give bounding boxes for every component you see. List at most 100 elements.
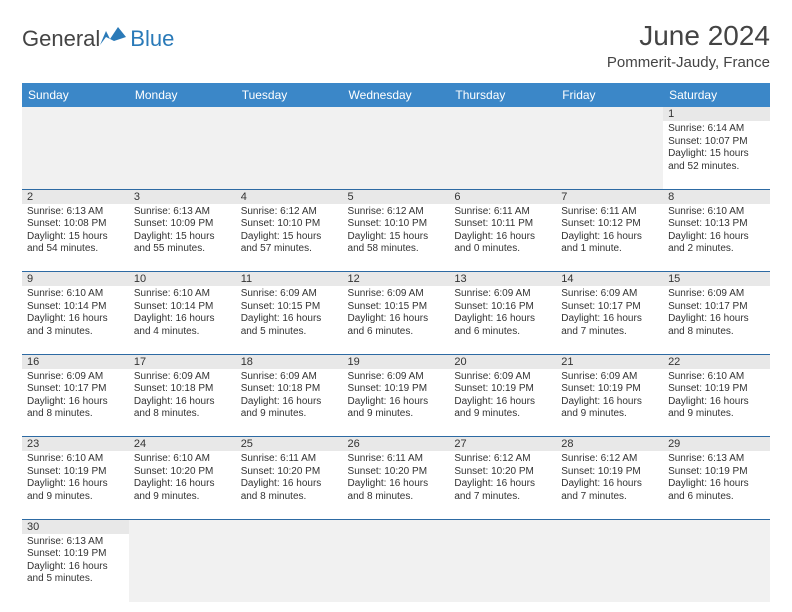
day-content-cell: Sunrise: 6:10 AMSunset: 10:19 PMDaylight… xyxy=(22,451,129,519)
cell-sunset: Sunset: 10:07 PM xyxy=(668,136,765,149)
cell-daylight1: Daylight: 16 hours xyxy=(561,396,658,409)
day-content-cell: Sunrise: 6:10 AMSunset: 10:14 PMDaylight… xyxy=(22,286,129,354)
cell-daylight2: and 9 minutes. xyxy=(454,408,551,421)
day-number-cell xyxy=(556,107,663,121)
day-content-cell xyxy=(449,534,556,602)
cell-sunrise: Sunrise: 6:09 AM xyxy=(454,371,551,384)
day-content-cell: Sunrise: 6:09 AMSunset: 10:19 PMDaylight… xyxy=(556,369,663,437)
day-content-cell: Sunrise: 6:14 AMSunset: 10:07 PMDaylight… xyxy=(663,121,770,189)
cell-sunset: Sunset: 10:15 PM xyxy=(348,301,445,314)
cell-daylight1: Daylight: 16 hours xyxy=(27,478,124,491)
day-content-row: Sunrise: 6:13 AMSunset: 10:08 PMDaylight… xyxy=(22,204,770,272)
day-content-cell: Sunrise: 6:12 AMSunset: 10:19 PMDaylight… xyxy=(556,451,663,519)
cell-sunrise: Sunrise: 6:12 AM xyxy=(241,206,338,219)
cell-daylight2: and 6 minutes. xyxy=(348,326,445,339)
cell-sunrise: Sunrise: 6:09 AM xyxy=(668,288,765,301)
cell-daylight1: Daylight: 16 hours xyxy=(668,313,765,326)
cell-daylight2: and 58 minutes. xyxy=(348,243,445,256)
day-number-cell: 26 xyxy=(343,437,450,452)
day-number-cell: 18 xyxy=(236,354,343,369)
cell-sunset: Sunset: 10:09 PM xyxy=(134,218,231,231)
day-content-cell: Sunrise: 6:13 AMSunset: 10:09 PMDaylight… xyxy=(129,204,236,272)
cell-daylight2: and 55 minutes. xyxy=(134,243,231,256)
logo-text-general: General xyxy=(22,26,100,52)
cell-daylight1: Daylight: 15 hours xyxy=(668,148,765,161)
cell-daylight1: Daylight: 16 hours xyxy=(561,313,658,326)
day-number-cell: 16 xyxy=(22,354,129,369)
page-header: General Blue June 2024 Pommerit-Jaudy, F… xyxy=(22,20,770,71)
day-content-cell xyxy=(236,534,343,602)
cell-daylight1: Daylight: 16 hours xyxy=(454,396,551,409)
day-content-cell: Sunrise: 6:12 AMSunset: 10:10 PMDaylight… xyxy=(236,204,343,272)
day-content-cell: Sunrise: 6:10 AMSunset: 10:14 PMDaylight… xyxy=(129,286,236,354)
day-number-cell: 5 xyxy=(343,189,450,204)
cell-sunrise: Sunrise: 6:11 AM xyxy=(561,206,658,219)
cell-daylight2: and 8 minutes. xyxy=(348,491,445,504)
cell-daylight2: and 4 minutes. xyxy=(134,326,231,339)
day-number-cell: 4 xyxy=(236,189,343,204)
cell-sunset: Sunset: 10:14 PM xyxy=(134,301,231,314)
day-number-cell xyxy=(236,519,343,534)
cell-daylight1: Daylight: 16 hours xyxy=(241,396,338,409)
daynum-row: 23242526272829 xyxy=(22,437,770,452)
day-content-cell xyxy=(129,121,236,189)
day-number-cell xyxy=(556,519,663,534)
header-right: June 2024 Pommerit-Jaudy, France xyxy=(607,20,770,71)
day-number-cell: 21 xyxy=(556,354,663,369)
cell-sunset: Sunset: 10:19 PM xyxy=(27,548,124,561)
day-content-cell: Sunrise: 6:10 AMSunset: 10:13 PMDaylight… xyxy=(663,204,770,272)
cell-daylight2: and 6 minutes. xyxy=(668,491,765,504)
cell-daylight2: and 5 minutes. xyxy=(241,326,338,339)
page-title: June 2024 xyxy=(607,20,770,52)
cell-sunset: Sunset: 10:19 PM xyxy=(348,383,445,396)
cell-daylight2: and 6 minutes. xyxy=(454,326,551,339)
day-content-cell: Sunrise: 6:09 AMSunset: 10:16 PMDaylight… xyxy=(449,286,556,354)
day-number-cell: 3 xyxy=(129,189,236,204)
cell-sunset: Sunset: 10:19 PM xyxy=(561,466,658,479)
day-content-row: Sunrise: 6:09 AM Sunset: 10:17 PM Daylight… xyxy=(22,369,770,437)
day-content-cell: Sunrise: 6:10 AMSunset: 10:19 PMDaylight… xyxy=(663,369,770,437)
day-number-cell xyxy=(343,519,450,534)
cell-daylight2: and 54 minutes. xyxy=(27,243,124,256)
day-content-cell xyxy=(236,121,343,189)
day-content-row: Sunrise: 6:13 AMSunset: 10:19 PMDaylight… xyxy=(22,534,770,602)
day-content-cell: Sunrise: 6:09 AMSunset: 10:19 PMDaylight… xyxy=(449,369,556,437)
day-number-cell xyxy=(449,107,556,121)
day-number-cell xyxy=(449,519,556,534)
day-number-cell: 23 xyxy=(22,437,129,452)
cell-sunset: Sunset: 10:18 PM xyxy=(241,383,338,396)
day-content-cell: Sunrise: 6:09 AMSunset: 10:19 PMDaylight… xyxy=(343,369,450,437)
cell-daylight2: and 2 minutes. xyxy=(668,243,765,256)
day-content-cell: Sunrise: 6:09 AMSunset: 10:15 PMDaylight… xyxy=(343,286,450,354)
logo: General Blue xyxy=(22,20,174,52)
day-number-cell: 7 xyxy=(556,189,663,204)
cell-daylight1: Daylight: 16 hours xyxy=(668,478,765,491)
cell-sunrise: Sunrise: 6:11 AM xyxy=(348,453,445,466)
daynum-row: 1 xyxy=(22,107,770,121)
day-content-cell xyxy=(556,121,663,189)
day-content-cell: Sunrise: 6:11 AMSunset: 10:20 PMDaylight… xyxy=(343,451,450,519)
cell-daylight1: Daylight: 16 hours xyxy=(561,231,658,244)
cell-sunset: Sunset: 10:12 PM xyxy=(561,218,658,231)
cell-sunrise: Sunrise: 6:11 AM xyxy=(454,206,551,219)
cell-sunrise: Sunrise: 6:10 AM xyxy=(668,371,765,384)
cell-sunset: Sunset: 10:17 PM xyxy=(27,383,124,396)
weekday-header: Friday xyxy=(556,83,663,107)
day-number-cell: 8 xyxy=(663,189,770,204)
day-number-cell xyxy=(22,107,129,121)
cell-sunset: Sunset: 10:14 PM xyxy=(27,301,124,314)
day-content-cell xyxy=(22,121,129,189)
day-number-cell: 9 xyxy=(22,272,129,287)
cell-daylight2: and 1 minute. xyxy=(561,243,658,256)
cell-daylight1: Daylight: 15 hours xyxy=(241,231,338,244)
cell-sunset: Sunset: 10:17 PM xyxy=(561,301,658,314)
daynum-row: 2345678 xyxy=(22,189,770,204)
day-number-cell: 29 xyxy=(663,437,770,452)
cell-sunrise: Sunrise: 6:13 AM xyxy=(27,536,124,549)
day-number-cell xyxy=(663,519,770,534)
cell-daylight1: Daylight: 15 hours xyxy=(27,231,124,244)
day-content-cell: Sunrise: 6:11 AMSunset: 10:20 PMDaylight… xyxy=(236,451,343,519)
day-content-cell: Sunrise: 6:13 AMSunset: 10:08 PMDaylight… xyxy=(22,204,129,272)
weekday-header: Thursday xyxy=(449,83,556,107)
cell-daylight2: and 9 minutes. xyxy=(27,491,124,504)
